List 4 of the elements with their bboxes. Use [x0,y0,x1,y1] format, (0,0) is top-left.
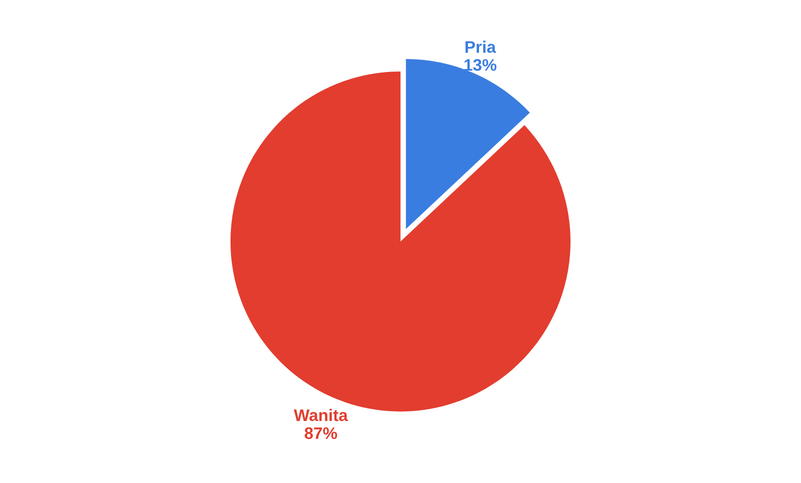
slice-label: Pria [466,40,496,53]
slice-label: Wanita [294,408,348,422]
data-label: 87% [304,427,338,440]
data-label: 13% [464,59,496,71]
